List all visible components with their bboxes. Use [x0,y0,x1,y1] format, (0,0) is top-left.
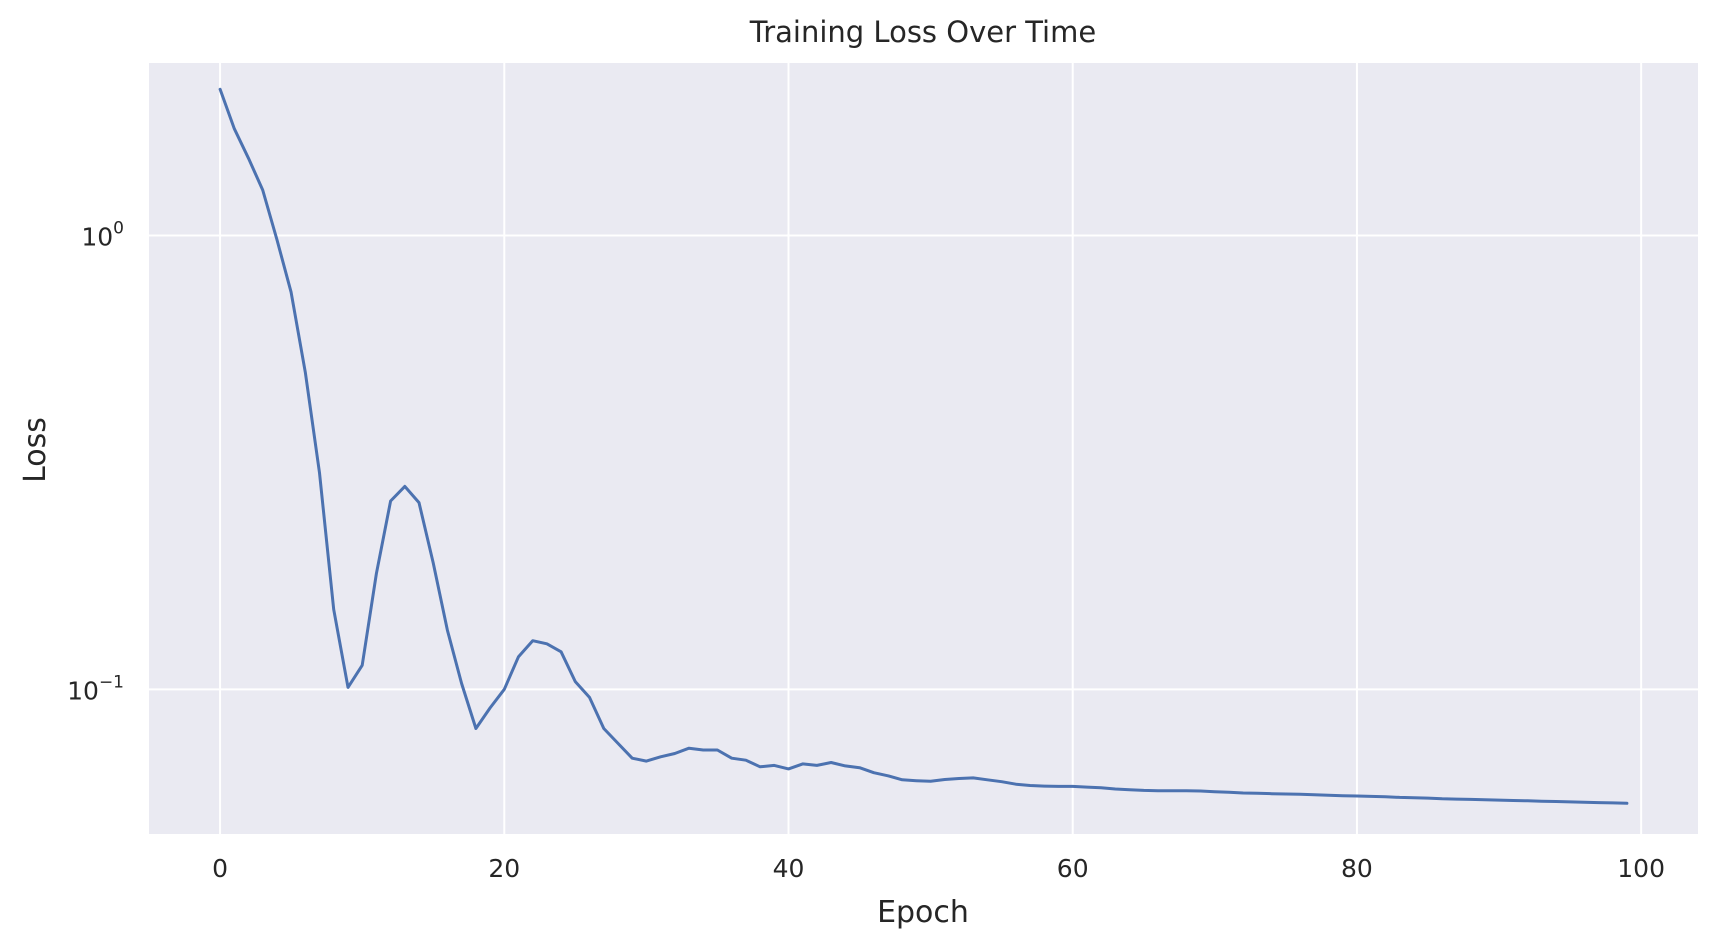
grid-lines [149,63,1698,834]
series-line [218,87,1629,805]
chart-title: Training Loss Over Time [749,15,1096,49]
x-tick-label: 100 [1617,854,1665,883]
x-tick-label: 0 [212,854,228,883]
y-tick-exponent: −1 [99,672,124,692]
x-tick-label: 60 [1057,854,1089,883]
y-tick-base: 10 [81,223,113,252]
x-axis-ticks: 0 20 40 60 80 100 [212,854,1665,883]
x-tick-label: 40 [773,854,805,883]
series-layer [218,87,1629,805]
y-tick-exponent: 0 [113,219,124,239]
y-tick-label: 10−1 [67,672,124,705]
x-tick-label: 80 [1341,854,1373,883]
y-tick-base: 10 [67,676,99,705]
x-axis-label: Epoch [877,895,969,930]
x-tick-label: 20 [488,854,520,883]
plot-background [149,63,1698,834]
y-tick-label: 100 [81,219,124,252]
y-axis-label: Loss [18,417,53,483]
